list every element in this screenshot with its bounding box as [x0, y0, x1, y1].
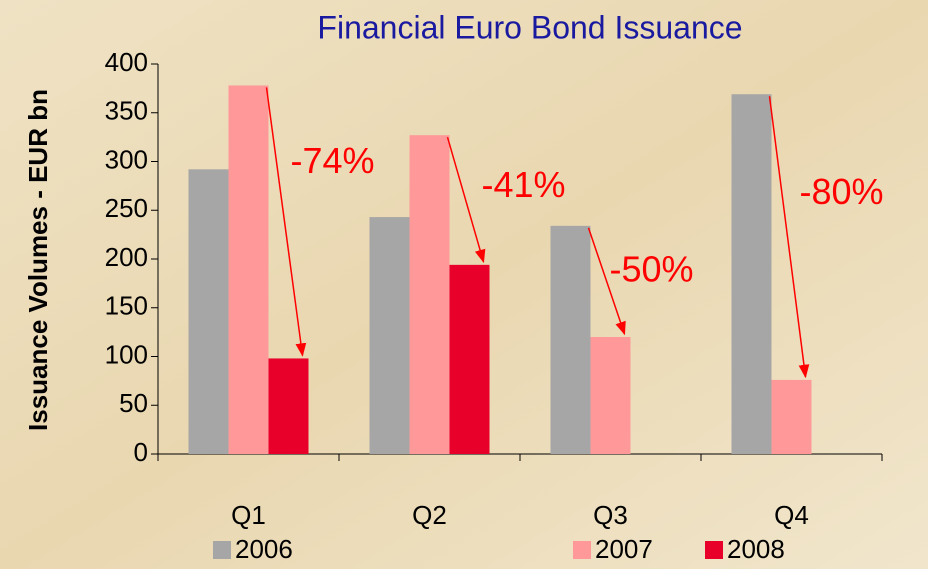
bar [370, 217, 410, 454]
x-tick-label: Q2 [412, 500, 447, 530]
y-tick-label: 50 [119, 388, 148, 418]
legend-label: 2007 [595, 534, 653, 564]
x-tick-label: Q1 [231, 500, 266, 530]
y-tick-label: 300 [105, 144, 148, 174]
annotation: -50% [609, 248, 693, 289]
legend-swatch [213, 541, 231, 559]
y-tick-label: 200 [105, 242, 148, 272]
bar [732, 94, 772, 454]
y-tick-label: 400 [105, 47, 148, 77]
y-axis-label: Issuance Volumes - EUR bn [23, 89, 53, 431]
x-tick-label: Q4 [774, 500, 809, 530]
y-tick-label: 250 [105, 193, 148, 223]
annotation: -80% [799, 171, 883, 212]
chart-title: Financial Euro Bond Issuance [317, 9, 742, 45]
bar [269, 358, 309, 454]
bar [591, 337, 631, 454]
bar [772, 380, 812, 454]
legend-swatch [573, 541, 591, 559]
annotation: -74% [290, 140, 374, 181]
y-tick-label: 0 [134, 437, 148, 467]
chart: Financial Euro Bond Issuance Issuance Vo… [0, 0, 928, 569]
y-tick-label: 150 [105, 291, 148, 321]
bar [551, 226, 591, 454]
bar [450, 265, 490, 454]
bar [189, 169, 229, 454]
bar [410, 135, 450, 454]
y-tick-label: 350 [105, 96, 148, 126]
legend-label: 2008 [727, 534, 785, 564]
legend-label: 2006 [235, 534, 293, 564]
bar [229, 85, 269, 454]
x-tick-label: Q3 [593, 500, 628, 530]
y-tick-label: 100 [105, 339, 148, 369]
legend-swatch [705, 541, 723, 559]
annotation: -41% [481, 164, 565, 205]
